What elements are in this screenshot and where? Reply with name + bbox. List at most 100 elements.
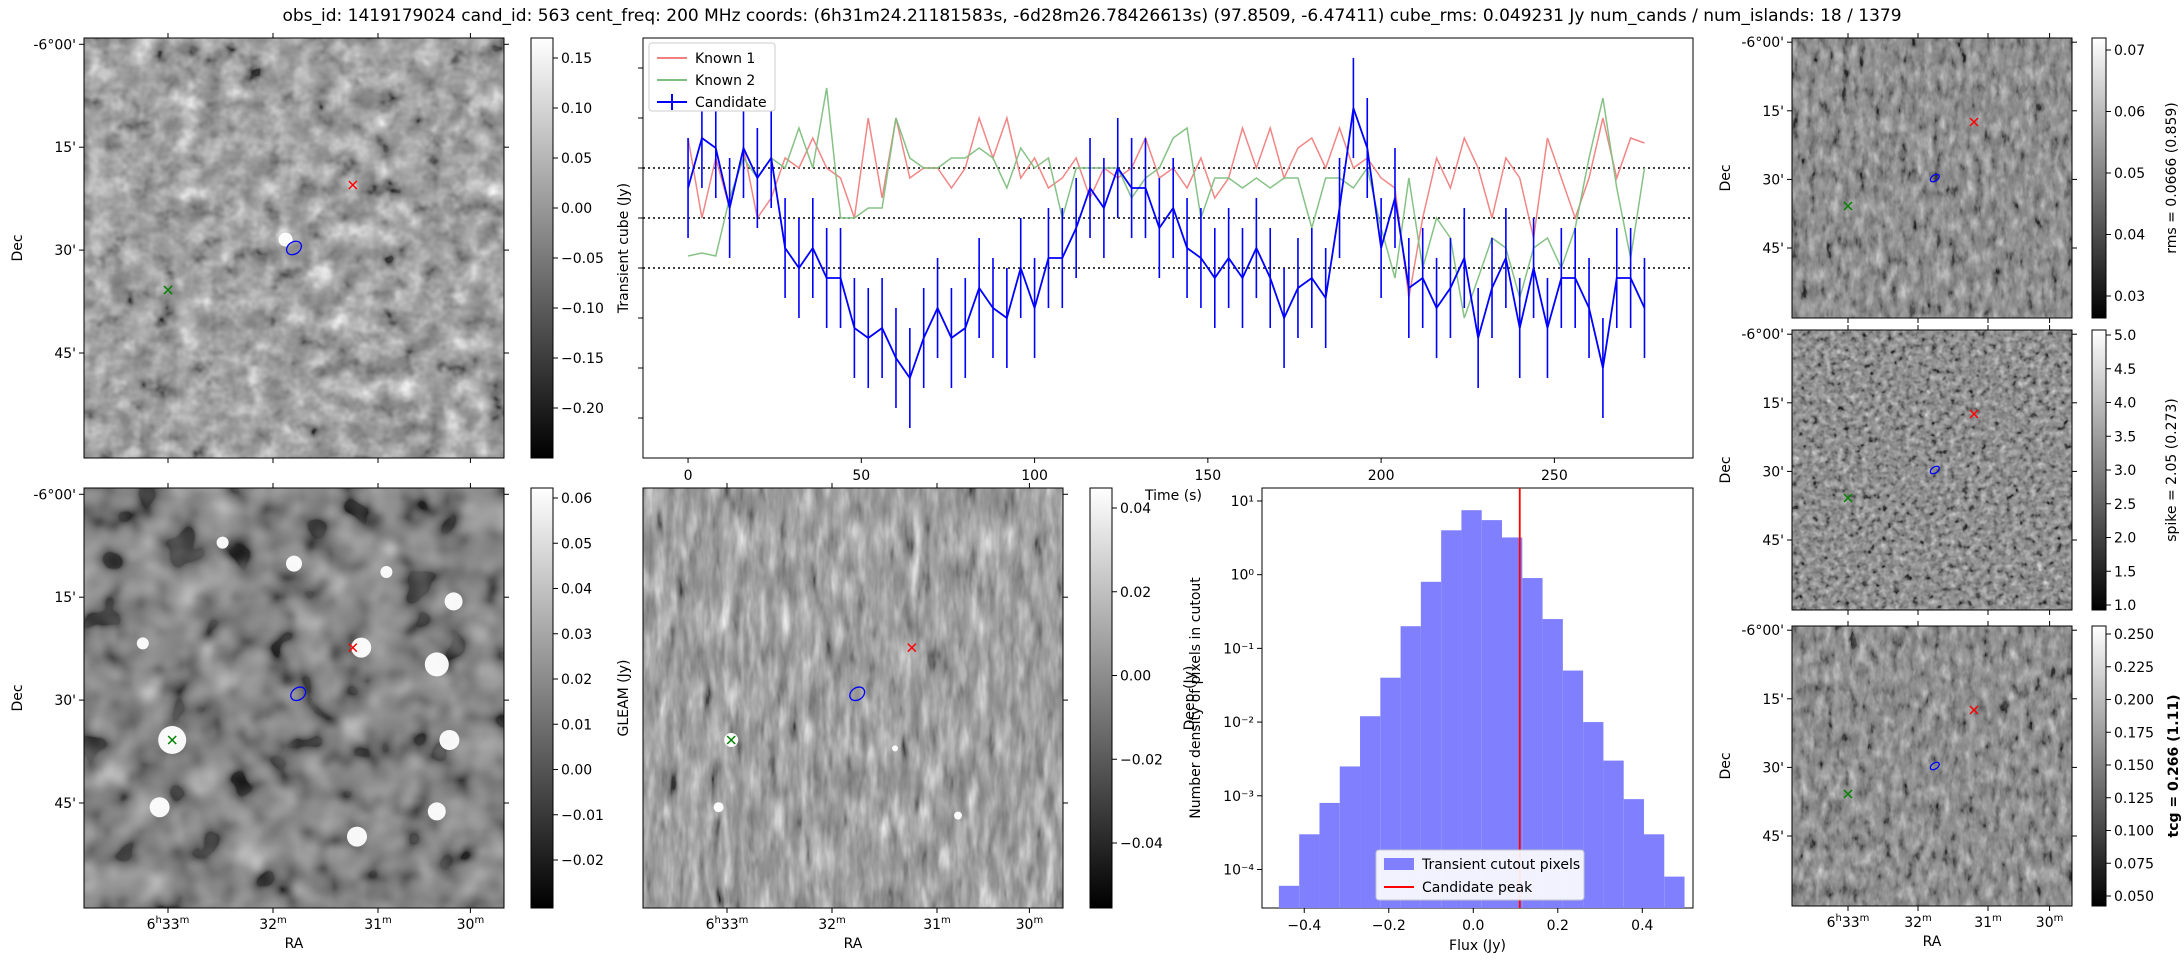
histogram-bar bbox=[1278, 885, 1300, 908]
colorbar-tick-label: 0.03 bbox=[2114, 289, 2145, 305]
light-curve-legend: Known 1 Known 2 Candidate bbox=[648, 42, 776, 112]
known-source-2-marker bbox=[163, 285, 173, 295]
colorbar-tick-label: 3.0 bbox=[2114, 463, 2136, 479]
histogram-bar bbox=[1522, 578, 1543, 908]
known-source-1-marker bbox=[348, 643, 358, 653]
tcg_map-colorbar-label: tcg = 0.266 (1.11) bbox=[2166, 695, 2182, 838]
colorbar-tick-label: 0.07 bbox=[2114, 43, 2145, 59]
colorbar-tick-label: −0.04 bbox=[1120, 836, 1163, 852]
spike-map-panel: -6°00' 15' 30' 45' Dec 5.0 4.5 4.0 3.5 3.0 2.5 2.0 1… bbox=[1718, 325, 2180, 615]
ra-tick-label: 30m bbox=[1016, 915, 1044, 933]
tcg_map-colorbar bbox=[2091, 625, 2107, 907]
candidate-beam-ellipse bbox=[290, 686, 307, 702]
x-axis-label: Time (s) bbox=[1144, 488, 1202, 504]
bright-source bbox=[954, 811, 962, 820]
colorbar-tick-label: 0.150 bbox=[2114, 758, 2154, 774]
spike_map-colorbar bbox=[2091, 329, 2107, 611]
bright-source bbox=[136, 637, 149, 650]
rms_map-colorbar-label: rms = 0.0666 (0.859) bbox=[2164, 102, 2180, 254]
deep-map-panel-image bbox=[643, 488, 1063, 908]
colorbar-tick-label: −0.05 bbox=[561, 251, 604, 267]
transient-map-panel-frame bbox=[83, 37, 505, 459]
y-tick-label: 10⁻³ bbox=[1223, 789, 1254, 805]
known-source-1-marker bbox=[1969, 705, 1979, 715]
dec-tick-label: -6°00' bbox=[33, 37, 76, 53]
histogram-legend: Transient cutout pixels Candidate peak bbox=[1375, 849, 1585, 901]
colorbar-tick-label: 0.05 bbox=[2114, 166, 2145, 182]
tcg-map-panel-image bbox=[1792, 626, 2072, 906]
known-source-1-marker bbox=[907, 643, 917, 653]
candidate-beam-ellipse bbox=[849, 686, 866, 702]
ra-tick-label: 31m bbox=[923, 915, 951, 933]
histogram-bar bbox=[1360, 716, 1381, 908]
dec-tick-label: -6°00' bbox=[1741, 623, 1784, 639]
candidate-beam-ellipse bbox=[1929, 761, 1940, 771]
legend-label: Candidate peak bbox=[1422, 880, 1533, 896]
x-tick-label: 0 bbox=[684, 468, 693, 484]
x-tick-label: 0.4 bbox=[1631, 918, 1653, 934]
x-tick-label: 250 bbox=[1541, 468, 1568, 484]
ra-tick-label: 30m bbox=[457, 915, 485, 933]
dec-tick-label: 30' bbox=[1762, 172, 1784, 188]
colorbar-tick-label: 0.175 bbox=[2114, 725, 2154, 741]
y-tick-label: 10⁻² bbox=[1223, 715, 1254, 731]
colorbar-tick-label: −0.01 bbox=[561, 808, 604, 824]
dec-tick-label: 45' bbox=[54, 346, 76, 362]
bright-source bbox=[427, 802, 446, 821]
colorbar-tick-label: 0.02 bbox=[1120, 585, 1151, 601]
gleam-map-panel-image bbox=[84, 488, 504, 908]
dec-tick-label: 30' bbox=[1762, 760, 1784, 776]
colorbar-tick-label: 0.06 bbox=[2114, 105, 2145, 121]
dec-axis-label: Dec bbox=[10, 684, 26, 711]
dec-axis-label: Dec bbox=[10, 234, 26, 261]
histogram-bar bbox=[1603, 760, 1624, 908]
dec-tick-label: 45' bbox=[1762, 533, 1784, 549]
x-tick-label: 100 bbox=[1021, 468, 1048, 484]
deep_map-colorbar bbox=[1089, 487, 1113, 909]
colorbar-tick-label: 0.225 bbox=[2114, 660, 2154, 676]
dec-tick-label: -6°00' bbox=[33, 487, 76, 503]
colorbar-tick-label: 0.15 bbox=[561, 51, 592, 67]
rms-map-panel-image bbox=[1792, 38, 2072, 318]
rms-map-panel-frame bbox=[1791, 37, 2073, 319]
candidate-beam-ellipse bbox=[1929, 173, 1940, 183]
colorbar-tick-label: 0.05 bbox=[561, 151, 592, 167]
colorbar-tick-label: −0.10 bbox=[561, 301, 604, 317]
ra-tick-label: 32m bbox=[818, 915, 846, 933]
spike_map-colorbar-label: spike = 2.05 (0.273) bbox=[2164, 398, 2180, 542]
dec-axis-label: Dec bbox=[1718, 164, 1734, 191]
known-source-2-marker bbox=[1843, 201, 1853, 211]
x-tick-label: −0.4 bbox=[1287, 918, 1321, 934]
colorbar-tick-label: 2.5 bbox=[2114, 497, 2136, 513]
bright-source bbox=[439, 730, 460, 750]
colorbar-tick-label: 1.0 bbox=[2114, 598, 2136, 614]
colorbar-tick-label: 0.100 bbox=[2114, 824, 2154, 840]
histogram-bar bbox=[1583, 722, 1604, 908]
colorbar-tick-label: 5.0 bbox=[2114, 328, 2136, 344]
colorbar-tick-label: 0.04 bbox=[2114, 228, 2145, 244]
x-tick-label: 0.0 bbox=[1462, 918, 1484, 934]
y-tick-label: 10⁰ bbox=[1231, 568, 1255, 584]
ra-axis-label: RA bbox=[844, 936, 863, 952]
transient-map-panel-image bbox=[84, 38, 504, 458]
figure-title: obs_id: 1419179024 cand_id: 563 cent_fre… bbox=[282, 6, 1902, 26]
histogram-bar bbox=[1299, 834, 1320, 908]
x-tick-label: −0.2 bbox=[1372, 918, 1406, 934]
bright-source bbox=[347, 826, 367, 847]
y-tick-label: 10⁻⁴ bbox=[1223, 862, 1254, 878]
dec-tick-label: 15' bbox=[54, 590, 76, 606]
series-line-3 bbox=[687, 107, 1646, 380]
x-tick-label: 50 bbox=[852, 468, 870, 484]
colorbar-tick-label: −0.20 bbox=[561, 401, 604, 417]
dec-tick-label: 45' bbox=[1762, 829, 1784, 845]
dec-tick-label: 15' bbox=[1762, 692, 1784, 708]
histogram-bar bbox=[1502, 537, 1523, 908]
known-source-1-marker bbox=[348, 180, 358, 190]
bright-source bbox=[380, 566, 393, 578]
x-tick-label: 0.2 bbox=[1547, 918, 1569, 934]
series-line-2 bbox=[687, 87, 1646, 319]
dec-tick-label: 15' bbox=[1762, 396, 1784, 412]
dec-tick-label: -6°00' bbox=[1741, 35, 1784, 51]
dec-tick-label: 45' bbox=[1762, 241, 1784, 257]
colorbar-tick-label: 0.00 bbox=[561, 201, 592, 217]
